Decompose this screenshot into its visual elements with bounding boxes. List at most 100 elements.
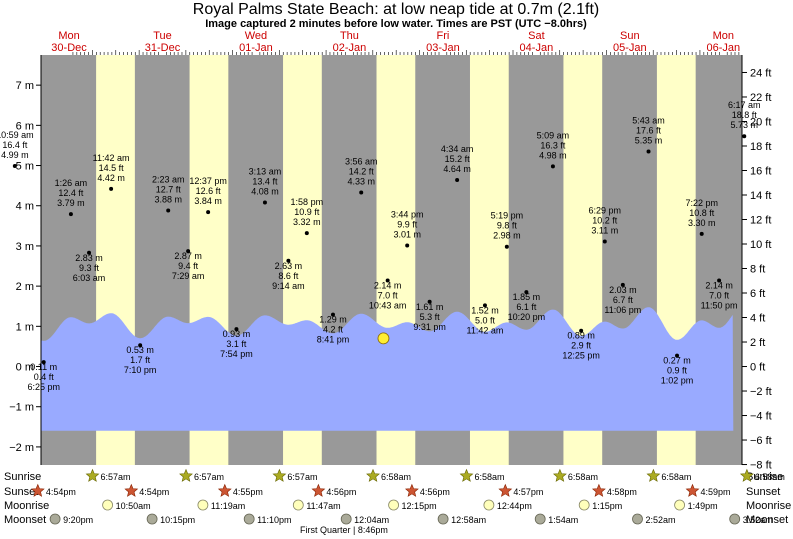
high-tide-label: 4.42 m xyxy=(97,173,125,183)
low-tide-label: 7:54 pm xyxy=(220,349,253,359)
low-tide-label: 6.1 ft xyxy=(516,302,537,312)
moonrise-icon xyxy=(674,499,685,511)
low-tide-label: 0.27 m xyxy=(663,356,691,366)
low-tide-label: 6:25 pm xyxy=(27,382,60,392)
sunrise-icon xyxy=(85,468,100,482)
high-tide-label: 11:42 am xyxy=(93,153,130,163)
high-tide-label: 3:44 pm xyxy=(391,210,424,220)
tide-point xyxy=(166,208,171,213)
high-tide-label: 4:34 am xyxy=(441,144,474,154)
high-tide-label: 7:22 pm xyxy=(685,198,718,208)
event-time-label: 10:15pm xyxy=(160,515,195,525)
y-tick-label-ft: 24 ft xyxy=(750,67,771,79)
high-tide-label: 4.99 m xyxy=(1,150,29,160)
event-time-label: 1:54am xyxy=(548,515,578,525)
axes: 7 m 6 m 5 m 4 m 3 m 2 m 1 m 0 m −1 m −2 m 24 ft 22 … xyxy=(9,50,772,472)
event-time-label: 6:58am xyxy=(661,472,691,482)
tide-point xyxy=(286,258,291,263)
high-tide-label: 2:23 am xyxy=(152,175,185,185)
high-tide-label: 4.98 m xyxy=(539,150,567,160)
y-tick-label-m: 7 m xyxy=(16,80,34,92)
tide-point xyxy=(524,290,529,295)
high-tide-label: 5:43 am xyxy=(632,115,665,125)
tide-point xyxy=(482,303,487,308)
sunset-icon xyxy=(124,483,139,497)
moonset-icon xyxy=(632,513,643,525)
event-time-label: 4:57pm xyxy=(513,487,543,497)
y-tick-label-ft: 14 ft xyxy=(750,190,771,202)
low-tide-label: 2.14 m xyxy=(705,281,733,291)
high-tide-label: 16.4 ft xyxy=(2,140,28,150)
high-tide-label: 10.8 ft xyxy=(689,208,715,218)
low-tide-label: 11:06 pm xyxy=(604,305,641,315)
day-labels: Mon30-DecTue31-DecWed01-JanThu02-JanFri0… xyxy=(51,30,740,54)
tide-point xyxy=(717,278,722,283)
event-marker xyxy=(340,513,352,525)
event-marker xyxy=(124,483,139,497)
moonrise-icon xyxy=(292,499,304,511)
low-tide-label: 0.93 m xyxy=(223,329,251,339)
day-name-label: Wed xyxy=(245,30,267,42)
high-tide-label: 4.64 m xyxy=(443,164,471,174)
day-date-label: 30-Dec xyxy=(51,42,87,54)
low-tide-label: 8.6 ft xyxy=(278,271,299,281)
moonrise-icon xyxy=(578,499,590,511)
event-time-label: 10:50am xyxy=(116,501,151,511)
event-time-label: 11:19am xyxy=(211,501,245,511)
moonrise-icon xyxy=(197,499,209,511)
high-tide-label: 3.84 m xyxy=(194,196,222,206)
high-tide-label: 10:59 am xyxy=(0,130,34,140)
low-tide-label: 8:41 pm xyxy=(317,335,350,345)
row-label-left: Moonset xyxy=(4,514,46,526)
event-time-label: 6:58am xyxy=(568,472,598,482)
event-marker xyxy=(366,468,380,482)
sunset-icon xyxy=(685,483,700,497)
event-marker xyxy=(552,468,567,482)
low-tide-label: 2.87 m xyxy=(174,251,202,261)
sunrise-icon xyxy=(179,468,193,482)
high-tide-label: 3:56 am xyxy=(345,156,378,166)
tide-point xyxy=(234,327,239,332)
sunset-icon xyxy=(591,483,606,497)
high-tide-label: 2.98 m xyxy=(493,231,521,241)
day-name-label: Thu xyxy=(340,30,359,42)
high-tide-label: 3.11 m xyxy=(591,226,618,236)
sunrise-icon xyxy=(459,468,474,482)
low-tide-label: 2.9 ft xyxy=(571,341,592,351)
event-marker xyxy=(591,483,606,497)
tide-point xyxy=(385,278,390,283)
y-tick-label-ft: 22 ft xyxy=(750,92,771,104)
event-marker xyxy=(498,483,513,497)
moonrise-icon xyxy=(483,499,495,511)
low-tide-label: 7.0 ft xyxy=(378,291,399,301)
event-marker xyxy=(85,468,100,482)
low-tide-label: 6.7 ft xyxy=(613,295,634,305)
event-time-label: 3:52am xyxy=(743,515,773,525)
water-level-area xyxy=(41,307,734,431)
low-tide-label: 9.4 ft xyxy=(178,261,199,271)
y-tick-label-ft: −2 ft xyxy=(750,386,772,398)
event-time-label: 6:58am xyxy=(755,472,785,482)
event-marker xyxy=(437,513,449,525)
low-tide-label: 9:14 am xyxy=(272,281,305,291)
chart-title: Royal Palms State Beach: at low neap tid… xyxy=(193,1,599,18)
event-marker xyxy=(311,483,326,497)
tide-point xyxy=(405,243,410,248)
low-tide-label: 0.9 ft xyxy=(667,366,688,376)
tide-point xyxy=(87,250,92,255)
event-time-label: 12:58am xyxy=(451,515,486,525)
event-time-label: 6:57am xyxy=(287,472,317,482)
event-marker xyxy=(404,483,419,497)
low-tide-label: 10:43 am xyxy=(369,301,407,311)
moonset-icon xyxy=(49,513,61,525)
sunrise-icon xyxy=(552,468,567,482)
event-marker xyxy=(30,483,45,497)
moonset-icon xyxy=(729,513,741,525)
y-tick-label-ft: 8 ft xyxy=(750,264,765,276)
event-time-label: 9:20pm xyxy=(63,515,93,525)
event-time-label: 4:59pm xyxy=(700,487,730,497)
low-tide-label: 3.1 ft xyxy=(226,339,247,349)
event-marker xyxy=(632,513,643,525)
sunrise-icon xyxy=(739,468,754,482)
y-tick-label-ft: 18 ft xyxy=(750,141,771,153)
